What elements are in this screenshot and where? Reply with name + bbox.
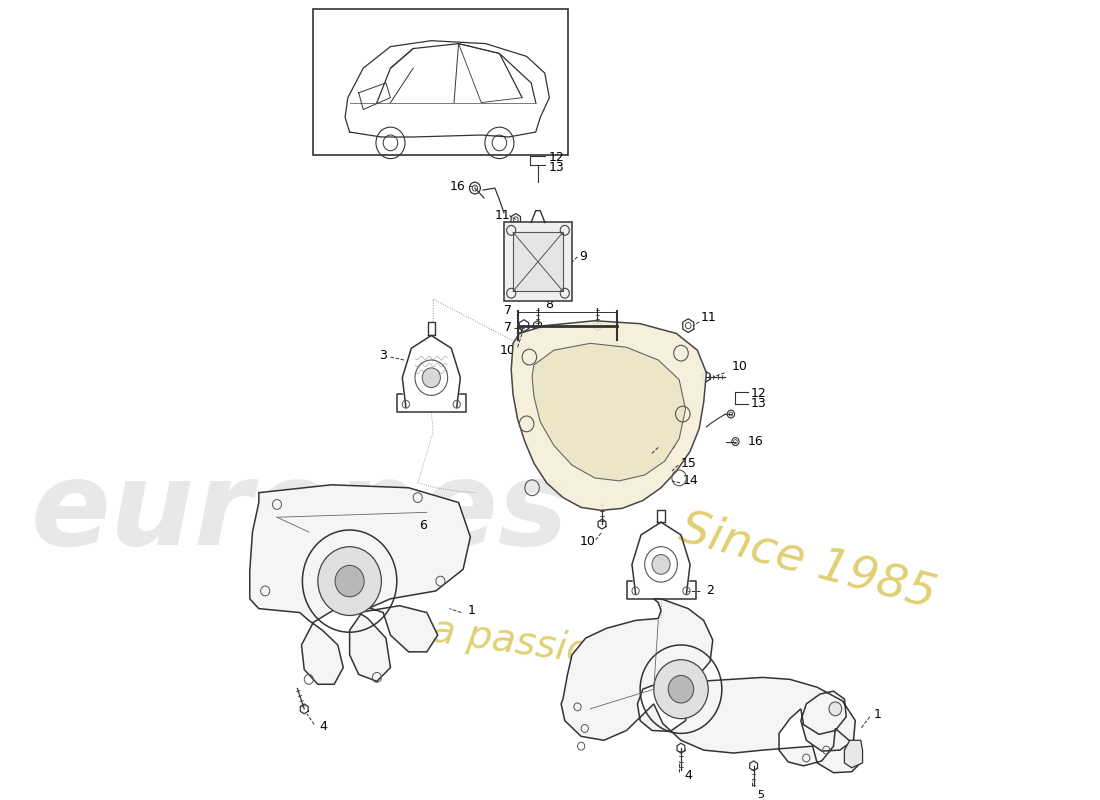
Polygon shape [532, 343, 685, 481]
Text: 10: 10 [580, 535, 595, 548]
Polygon shape [845, 740, 862, 768]
Circle shape [336, 566, 364, 597]
Text: a passion for...: a passion for... [429, 611, 715, 689]
Text: 16: 16 [747, 435, 763, 448]
Text: 10: 10 [499, 344, 515, 357]
Text: 10: 10 [732, 361, 748, 374]
Bar [314, 10, 568, 154]
Polygon shape [250, 485, 471, 684]
Text: 13: 13 [549, 161, 564, 174]
Circle shape [652, 554, 670, 574]
Polygon shape [561, 598, 860, 773]
Text: 6: 6 [419, 518, 428, 532]
Text: 1: 1 [873, 708, 881, 722]
Bar [513, 232, 563, 291]
Text: europes: europes [31, 455, 569, 570]
Bar [504, 222, 572, 301]
Text: 4: 4 [684, 769, 693, 782]
Text: 7: 7 [504, 305, 512, 318]
Polygon shape [512, 321, 706, 510]
Circle shape [653, 660, 708, 718]
Circle shape [669, 675, 694, 703]
Text: 7: 7 [504, 321, 512, 334]
Text: 13: 13 [751, 397, 767, 410]
Text: 11: 11 [701, 311, 717, 324]
Text: 16: 16 [450, 180, 465, 193]
Text: 4: 4 [320, 720, 328, 733]
Text: 8: 8 [546, 298, 553, 310]
Text: 12: 12 [549, 151, 564, 164]
Circle shape [422, 368, 440, 387]
Text: 5: 5 [757, 790, 764, 800]
Text: 9: 9 [580, 250, 587, 263]
Text: 11: 11 [495, 209, 510, 222]
Circle shape [829, 702, 842, 716]
Text: 14: 14 [683, 474, 698, 487]
Text: 1: 1 [468, 604, 475, 617]
Text: 12: 12 [751, 387, 767, 400]
Circle shape [318, 546, 382, 615]
Text: 3: 3 [379, 349, 387, 362]
Text: 15: 15 [681, 457, 697, 470]
Text: 15: 15 [661, 439, 676, 452]
Text: Since 1985: Since 1985 [675, 506, 942, 618]
Text: 2: 2 [706, 585, 714, 598]
